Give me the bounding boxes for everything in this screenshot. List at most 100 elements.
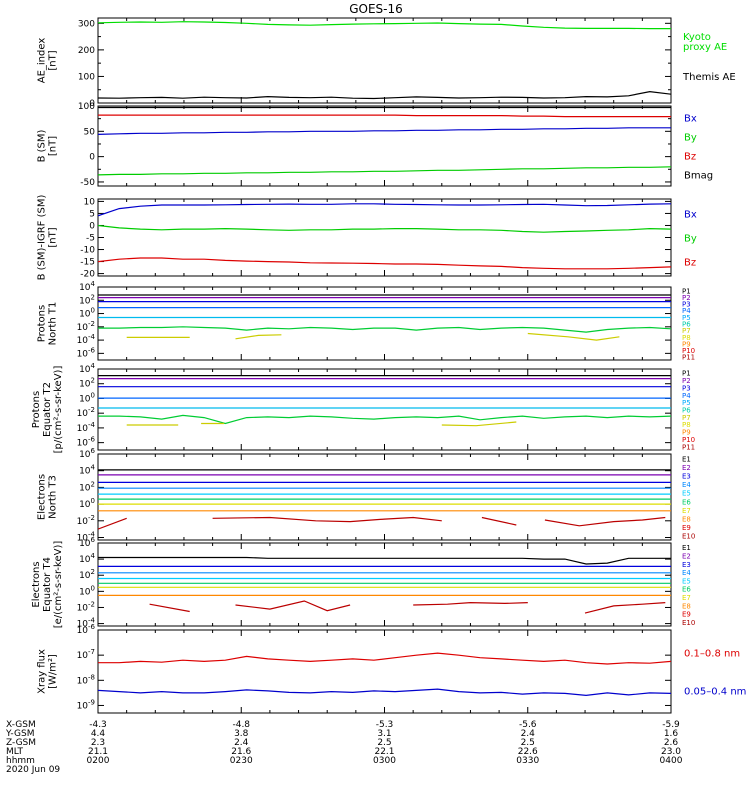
legend-item: E7 xyxy=(682,507,691,515)
y-axis-label: [nT] xyxy=(48,227,59,247)
legend-item: E7 xyxy=(682,594,691,602)
x-tick-value: 2.6 xyxy=(664,738,679,748)
legend-item: P9 xyxy=(682,429,691,437)
y-tick-label: -15 xyxy=(80,258,95,268)
y-tick-label: 10-6 xyxy=(77,436,96,449)
x-tick-value: 21.6 xyxy=(231,747,251,757)
x-row-label: MLT xyxy=(6,747,24,757)
y-axis-label: B (SM) xyxy=(37,129,48,162)
panel-frame xyxy=(97,198,672,277)
series-group xyxy=(98,556,671,614)
y-tick-label: -5 xyxy=(86,234,95,244)
series-group xyxy=(98,294,671,341)
legend-item: E8 xyxy=(682,516,691,524)
panel-7: 106 104 102 100 10-2 10-4 Electrons Equator T4[… xyxy=(31,536,695,630)
x-tick-value: 2.5 xyxy=(521,738,535,748)
x-tick-value: 0230 xyxy=(230,756,253,766)
legend-item: Bx xyxy=(684,209,697,220)
y-axis-label: Protons xyxy=(31,391,42,428)
y-tick-label: 0 xyxy=(89,221,95,231)
y-tick-label: 100 xyxy=(79,497,95,510)
legend-item: P2 xyxy=(682,377,691,385)
x-tick-value: 22.6 xyxy=(518,747,538,757)
series-line-segment xyxy=(98,517,127,530)
x-tick-value: 4.4 xyxy=(91,729,106,739)
series-line-segment xyxy=(235,600,351,612)
y-tick-label: 10-2 xyxy=(77,320,95,333)
legend-item: 0.1–0.8 nm xyxy=(684,649,740,660)
y-tick-label: 5 xyxy=(89,209,95,219)
legend-item: P7 xyxy=(682,414,691,422)
series-line xyxy=(98,326,671,333)
x-tick-value: 1.6 xyxy=(664,729,679,739)
x-tick-value: -4.3 xyxy=(89,720,107,730)
legend-item: Bz xyxy=(684,258,696,269)
panel-frame xyxy=(97,542,672,627)
legend-item: Kyoto xyxy=(683,32,711,43)
legend-item: E5 xyxy=(682,577,691,585)
panel-frame xyxy=(97,17,672,104)
y-tick-label: 0 xyxy=(89,153,95,163)
legend-item: P10 xyxy=(682,347,695,355)
legend-item: E1 xyxy=(682,455,691,463)
y-axis-label: Protons xyxy=(37,305,48,342)
y-tick-label: 100 xyxy=(79,391,95,404)
y-axis-label: Xray flux xyxy=(37,649,48,694)
series-line-segment xyxy=(481,516,517,526)
legend-item: Bx xyxy=(684,113,697,124)
series-line xyxy=(98,652,671,665)
legend-item: E2 xyxy=(682,464,691,472)
legend-item: P1 xyxy=(682,287,691,295)
legend-item: P11 xyxy=(682,354,695,362)
y-axis-label: Electrons xyxy=(37,474,48,520)
y-tick-label: -10 xyxy=(80,246,95,256)
y-tick-label: 10-2 xyxy=(77,600,95,613)
y-tick-label: 10-6 xyxy=(77,346,96,359)
legend-item: Bmag xyxy=(684,171,713,182)
y-tick-label: 100 xyxy=(79,584,95,597)
x-tick-value: 23.0 xyxy=(661,747,681,757)
series-line-segment xyxy=(235,334,282,340)
series-line xyxy=(98,166,671,176)
legend-item: P7 xyxy=(682,327,691,335)
y-tick-label: 104 xyxy=(79,362,95,375)
legend-item: E2 xyxy=(682,552,691,560)
y-tick-label: 10-6 xyxy=(77,623,96,636)
y-axis-label: [nT] xyxy=(48,136,59,156)
x-tick-value: 2.3 xyxy=(91,738,105,748)
legend-item: E9 xyxy=(682,611,691,619)
x-tick-value: 0300 xyxy=(373,756,396,766)
legend-item: E10 xyxy=(682,533,695,541)
legend-item: P9 xyxy=(682,340,691,348)
y-tick-label: 104 xyxy=(79,552,95,565)
y-tick-label: 100 xyxy=(78,72,95,82)
panel-8: 10-6 10-7 10-8 10-9 Xray flux [W/m²] 0.1–0.8 n… xyxy=(37,623,746,714)
legend-item: E4 xyxy=(682,569,691,577)
y-tick-label: 50 xyxy=(84,127,96,137)
y-tick-label: 106 xyxy=(79,447,95,460)
y-axis-label: B (SM)-IGRF (SM) xyxy=(37,195,48,281)
series-group xyxy=(98,106,671,176)
y-tick-label: 104 xyxy=(79,280,95,293)
y-tick-label: 10-4 xyxy=(77,333,96,346)
y-tick-label: 10-4 xyxy=(77,617,96,630)
x-tick-value: 21.1 xyxy=(88,747,108,757)
legend-item: P6 xyxy=(682,321,691,329)
series-line-segment xyxy=(413,601,528,606)
x-tick-value: -5.3 xyxy=(376,720,394,730)
series-line-segment xyxy=(149,603,190,613)
y-tick-label: -50 xyxy=(80,178,95,188)
y-tick-label: 10-4 xyxy=(77,421,96,434)
series-line-segment xyxy=(212,516,442,523)
legend-item: By xyxy=(684,234,697,245)
y-tick-label: 10-4 xyxy=(77,530,96,543)
y-axis-label: [nT] xyxy=(48,50,59,70)
y-tick-label: 102 xyxy=(79,377,95,390)
x-tick-value: 2.4 xyxy=(234,738,249,748)
legend-item: P5 xyxy=(682,314,691,322)
series-line xyxy=(98,90,671,100)
legend-item: P8 xyxy=(682,334,691,342)
